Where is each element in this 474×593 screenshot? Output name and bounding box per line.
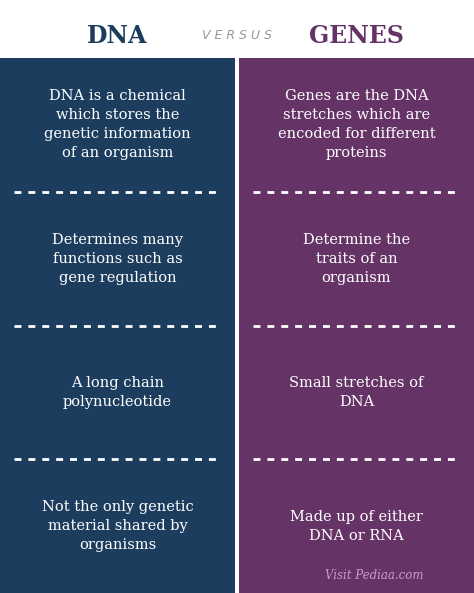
Bar: [239, 459, 474, 593]
Bar: [0, 459, 235, 593]
Bar: [0, 326, 235, 459]
Text: V E R S U S: V E R S U S: [202, 30, 272, 43]
Bar: [0, 58, 235, 192]
Text: A long chain
polynucleotide: A long chain polynucleotide: [63, 376, 172, 409]
Bar: [239, 58, 474, 192]
Bar: [239, 326, 474, 459]
Text: Determine the
traits of an
organism: Determine the traits of an organism: [303, 232, 410, 285]
Text: GENES: GENES: [309, 24, 404, 48]
Text: DNA is a chemical
which stores the
genetic information
of an organism: DNA is a chemical which stores the genet…: [44, 90, 191, 160]
Bar: [0, 192, 235, 326]
Bar: [235, 58, 239, 593]
Text: Small stretches of
DNA: Small stretches of DNA: [289, 376, 424, 409]
Text: Genes are the DNA
stretches which are
encoded for different
proteins: Genes are the DNA stretches which are en…: [278, 90, 435, 160]
Text: Made up of either
DNA or RNA: Made up of either DNA or RNA: [290, 509, 423, 543]
Text: Determines many
functions such as
gene regulation: Determines many functions such as gene r…: [52, 232, 183, 285]
Text: Visit Pediaa.com: Visit Pediaa.com: [325, 569, 424, 582]
Text: Not the only genetic
material shared by
organisms: Not the only genetic material shared by …: [42, 500, 193, 552]
Bar: [239, 192, 474, 326]
Text: DNA: DNA: [87, 24, 148, 48]
